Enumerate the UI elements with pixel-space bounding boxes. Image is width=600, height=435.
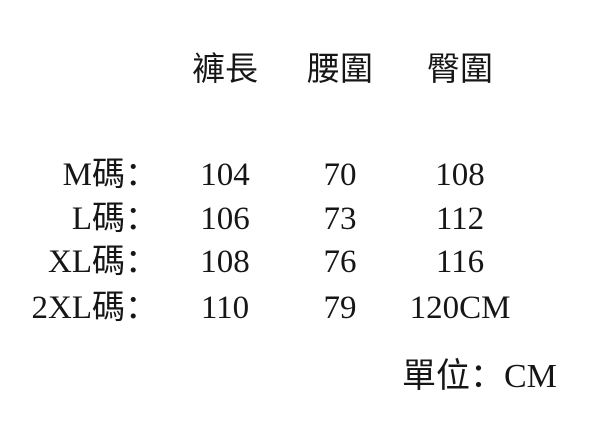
column-header-waist: 腰圍 <box>307 52 373 88</box>
row-label-2xl: 2XL碼： <box>31 290 159 326</box>
cell-2xl-hip: 120CM <box>409 290 511 326</box>
table-row-xl: XL碼： 108 76 116 <box>0 243 600 281</box>
cell-2xl-pants-length: 110 <box>200 290 250 326</box>
row-label-l: L碼： <box>71 201 158 237</box>
column-header-hip: 臀圍 <box>427 52 493 88</box>
cell-l-pants-length: 106 <box>200 201 250 237</box>
header-spacer <box>0 51 158 89</box>
cell-xl-pants-length: 108 <box>200 244 250 280</box>
row-label-xl: XL碼： <box>48 244 158 280</box>
cell-l-hip: 112 <box>435 201 485 237</box>
cell-2xl-waist: 79 <box>323 290 357 326</box>
cell-xl-hip: 116 <box>435 244 485 280</box>
table-row-l: L碼： 106 73 112 <box>0 200 600 238</box>
size-chart-header-row: 褲長 腰圍 臀圍 <box>0 51 600 89</box>
table-row-2xl: 2XL碼： 110 79 120CM <box>0 289 600 327</box>
cell-m-waist: 70 <box>323 157 357 193</box>
column-header-pants-length: 褲長 <box>192 52 258 88</box>
cell-l-waist: 73 <box>323 201 357 237</box>
row-label-m: M碼： <box>62 157 158 193</box>
unit-note: 單位：CM <box>402 358 557 395</box>
cell-xl-waist: 76 <box>323 244 357 280</box>
cell-m-hip: 108 <box>435 157 485 193</box>
cell-m-pants-length: 104 <box>200 157 250 193</box>
table-row-m: M碼： 104 70 108 <box>0 156 600 194</box>
